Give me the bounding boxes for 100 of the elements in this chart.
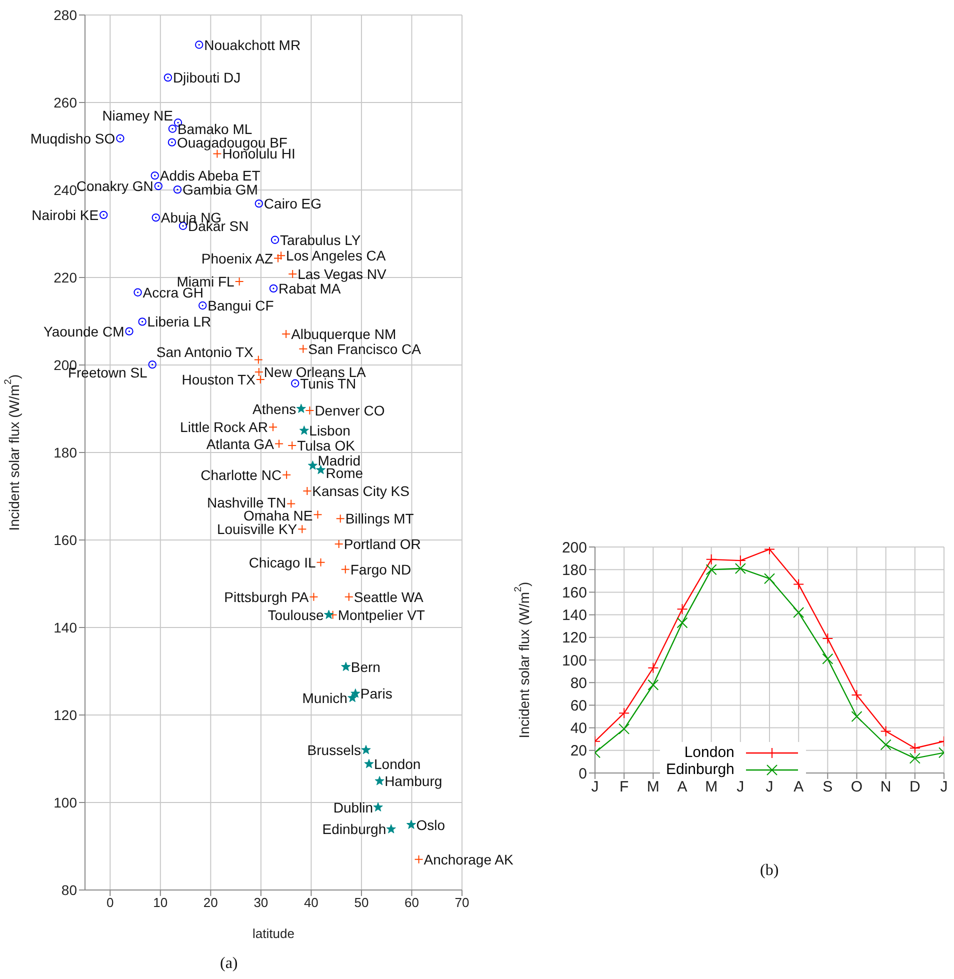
- point: [268, 422, 278, 432]
- y-tick-label: 20: [570, 742, 587, 760]
- point: [168, 138, 176, 146]
- x-tick-label: J: [591, 778, 599, 796]
- x-tick-label: 50: [354, 895, 369, 910]
- point: [299, 426, 309, 435]
- annotation: San Francisco CA: [308, 340, 422, 357]
- legend-label: London: [684, 744, 734, 761]
- y-tick-label: 180: [562, 562, 587, 579]
- annotation: Muqdisho SO: [30, 130, 116, 146]
- point: [764, 573, 775, 584]
- x-tick-label: O: [850, 778, 863, 796]
- annotation: Hamburg: [384, 773, 442, 790]
- y-tick-label: 140: [54, 619, 78, 636]
- point: [364, 758, 374, 768]
- point: [308, 460, 318, 470]
- annotation: Bern: [350, 658, 380, 675]
- annotation: Conakry GN: [76, 178, 154, 194]
- point: [234, 276, 244, 286]
- point: [256, 374, 265, 384]
- y-tick-label: 120: [54, 706, 78, 723]
- annotation: Gambia GM: [182, 182, 258, 198]
- y-tick-label: 140: [562, 607, 587, 624]
- y-tick-label: 80: [570, 674, 587, 692]
- annotation: Edinburgh: [322, 821, 386, 838]
- point: [282, 470, 292, 480]
- annotation: Phoenix AZ: [201, 250, 274, 266]
- point: [276, 251, 286, 260]
- x-tick-label: 70: [454, 895, 470, 910]
- point: [150, 171, 159, 180]
- point: [291, 379, 300, 388]
- point: [198, 301, 207, 310]
- x-tick-label: J: [766, 778, 774, 796]
- annotation: Atlanta GA: [206, 436, 275, 452]
- point: [274, 254, 283, 263]
- annotation: Las Vegas NV: [298, 266, 387, 282]
- point: [344, 592, 354, 602]
- point: [254, 199, 264, 208]
- annotation: Rabat MA: [278, 280, 342, 296]
- y-tick-label: 220: [54, 269, 78, 286]
- point: [125, 327, 134, 336]
- x-tick-label: N: [880, 778, 892, 796]
- point: [386, 824, 396, 834]
- annotation: Tarabulus LY: [280, 232, 362, 248]
- point: [138, 318, 146, 326]
- text: (b): [760, 862, 779, 880]
- point: [822, 633, 834, 644]
- point: [270, 236, 280, 244]
- annotation: Bamako ML: [177, 120, 252, 137]
- annotation: Montpelier VT: [338, 606, 426, 623]
- point: [706, 554, 717, 565]
- annotation: Athens: [252, 400, 296, 417]
- point: [851, 711, 862, 722]
- point: [168, 124, 177, 133]
- point: [164, 73, 172, 82]
- x-tick-label: 10: [153, 895, 168, 910]
- annotation: Little Rock AR: [180, 419, 268, 436]
- annotation: Albuquerque NM: [291, 326, 396, 342]
- point: [313, 510, 322, 520]
- x-tick-label: 40: [304, 895, 318, 910]
- point: [374, 776, 384, 786]
- annotation: San Antonio TX: [156, 344, 254, 360]
- x-tick-label: S: [822, 778, 833, 796]
- y-tick-label: 80: [61, 882, 78, 898]
- annotation: Tulsa OK: [297, 438, 356, 454]
- point: [316, 558, 326, 567]
- x-axis-title: latitude: [252, 926, 294, 941]
- point: [406, 820, 416, 829]
- point: [286, 499, 296, 508]
- legend-label: Edinburgh: [666, 761, 734, 778]
- annotation: Los Angeles CA: [286, 248, 386, 264]
- annotation: Nouakchott MR: [204, 36, 301, 53]
- y-tick-label: 120: [562, 630, 587, 647]
- annotation: Munich: [302, 690, 348, 706]
- annotation: Dublin: [333, 799, 374, 816]
- x-tick-label: A: [794, 778, 804, 796]
- point: [341, 662, 351, 672]
- point: [254, 355, 263, 364]
- point: [851, 690, 862, 701]
- annotation: Liberia LR: [147, 314, 212, 330]
- point: [195, 40, 204, 49]
- annotation: Brussels: [307, 742, 361, 758]
- point: [909, 742, 920, 754]
- point: [414, 854, 424, 864]
- point: [296, 404, 306, 413]
- annotation: Billings MT: [345, 510, 414, 527]
- annotation: Djibouti DJ: [172, 70, 241, 86]
- annotation: Cairo EG: [264, 196, 322, 212]
- point: [336, 514, 345, 524]
- y-tick-label: 240: [54, 182, 78, 198]
- annotation: Addis Abeba ET: [160, 168, 261, 184]
- annotation: Kansas City KS: [312, 483, 410, 499]
- y-tick-label: 60: [570, 698, 587, 715]
- annotation: Denver CO: [314, 402, 385, 418]
- point: [793, 578, 804, 590]
- annotation: Fargo ND: [350, 561, 412, 578]
- y-tick-label: 100: [562, 652, 587, 670]
- annotation: Anchorage AK: [424, 851, 514, 868]
- y-tick-label: 40: [570, 720, 587, 738]
- annotation: Chicago IL: [248, 554, 316, 570]
